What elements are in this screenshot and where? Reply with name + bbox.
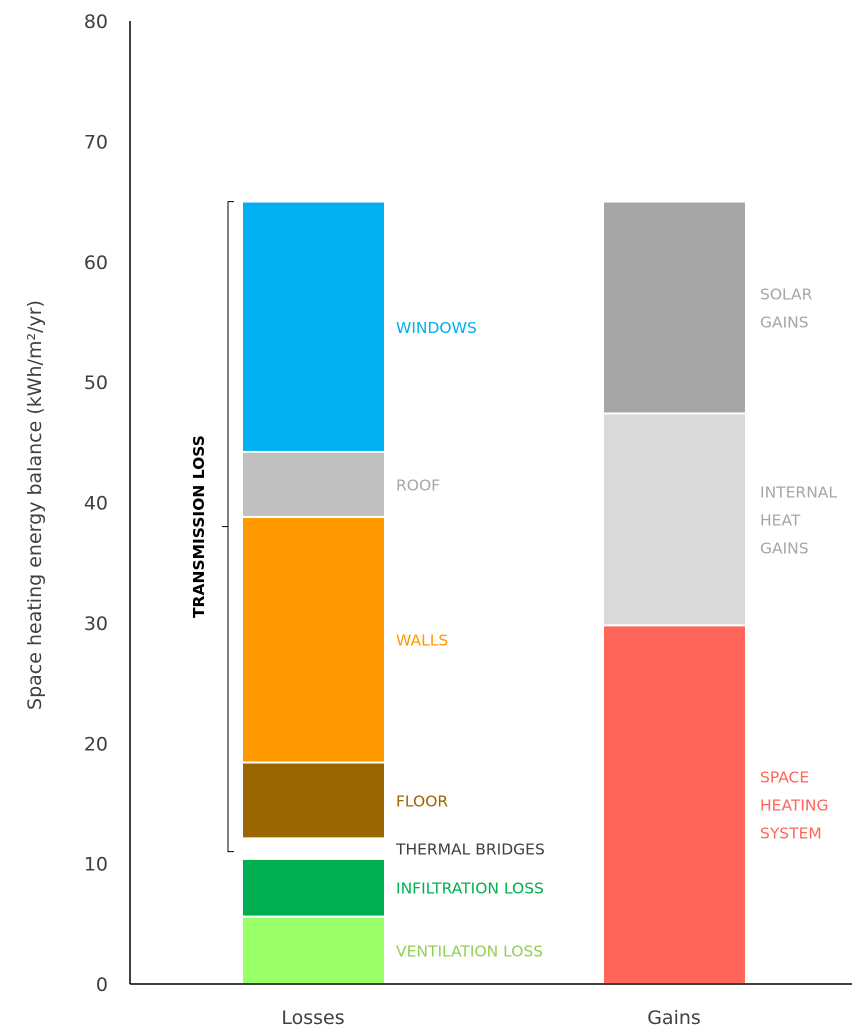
segment-label-walls: WALLS <box>396 632 448 650</box>
y-tick-label: 0 <box>96 974 108 996</box>
segment-label-floor: FLOOR <box>396 792 448 810</box>
segment-label-infiltration-loss: INFILTRATION LOSS <box>396 880 544 898</box>
x-tick-label-gains: Gains <box>647 1007 701 1027</box>
annotation-layer: TRANSMISSION LOSS <box>190 201 234 853</box>
axes-layer: 0 10 20 30 40 50 60 70 80 Losses Gains <box>84 11 852 1027</box>
y-tick-label: 60 <box>84 252 108 274</box>
y-tick-label: 80 <box>84 11 108 33</box>
y-tick-label: 10 <box>84 854 108 876</box>
bar-segment-thermal-bridges <box>241 837 386 860</box>
bar-segment-roof <box>241 450 386 518</box>
segment-label-thermal-bridges: THERMAL BRIDGES <box>395 841 545 859</box>
y-tick-label: 50 <box>84 372 108 394</box>
segment-label-internal-heat-gains: INTERNAL HEAT GAINS <box>760 483 837 557</box>
bar-segment-floor <box>241 761 386 840</box>
transmission-loss-label: TRANSMISSION LOSS <box>190 435 208 618</box>
segment-label-solar-gains: SOLAR GAINS <box>760 285 813 331</box>
bar-segment-internal-heat-gains <box>602 412 747 627</box>
y-axis-label: Space heating energy balance (kWh/m²/yr) <box>24 300 46 710</box>
y-tick-label: 20 <box>84 733 108 755</box>
bar-segment-windows <box>241 200 386 453</box>
segment-labels-layer: VENTILATION LOSS INFILTRATION LOSS THERMAL… <box>395 285 837 960</box>
x-tick-label-losses: Losses <box>281 1007 344 1027</box>
segment-label-windows: WINDOWS <box>396 319 477 337</box>
bar-segment-space-heating-system <box>602 624 747 985</box>
segment-label-ventilation-loss: VENTILATION LOSS <box>396 942 543 960</box>
bar-segment-infiltration-loss <box>241 857 386 918</box>
bar-segment-solar-gains <box>602 200 747 415</box>
y-tick-label: 40 <box>84 493 108 515</box>
bar-segment-walls <box>241 515 386 764</box>
bars-layer <box>241 200 747 986</box>
y-tick-label: 70 <box>84 131 108 153</box>
segment-label-roof: ROOF <box>396 476 440 494</box>
bar-segment-ventilation-loss <box>241 915 386 986</box>
segment-label-space-heating-system: SPACE HEATING SYSTEM <box>760 769 829 843</box>
y-tick-label: 30 <box>84 613 108 635</box>
transmission-bracket <box>227 201 234 853</box>
